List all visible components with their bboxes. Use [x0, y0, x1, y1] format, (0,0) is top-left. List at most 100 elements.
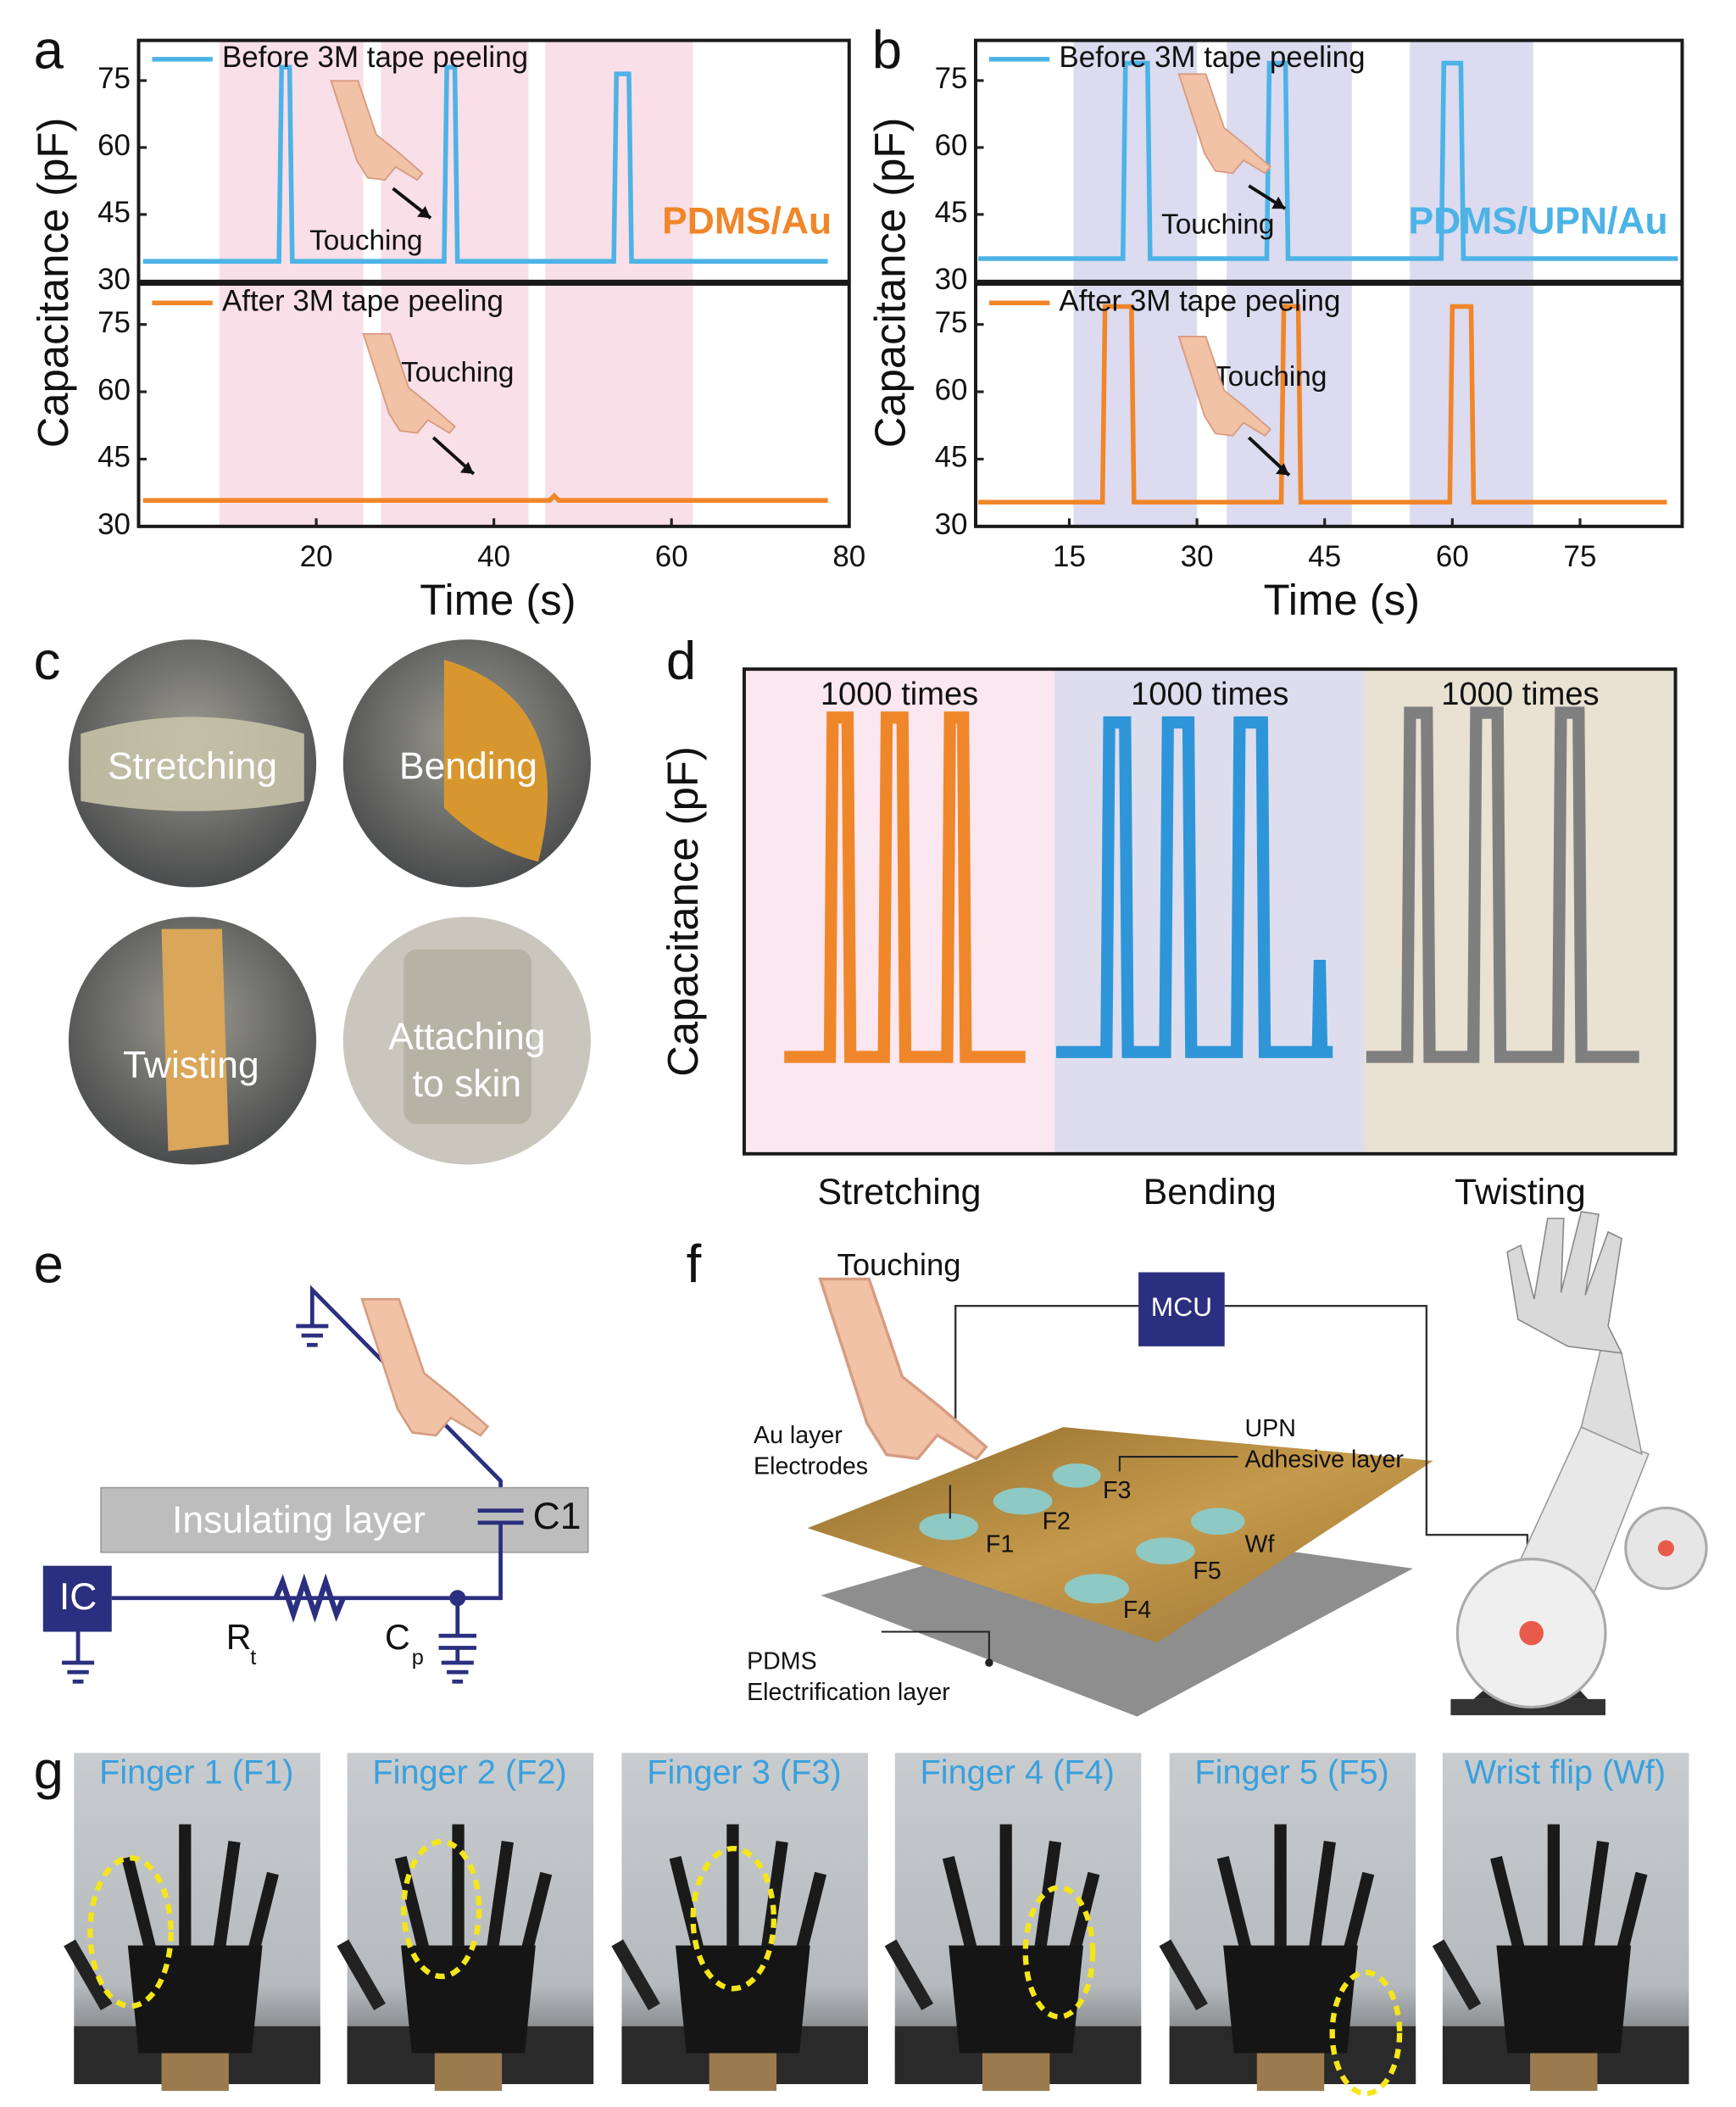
- ground: [62, 1631, 95, 1684]
- component-label: R: [226, 1618, 252, 1657]
- plot-frame: [742, 667, 1678, 1156]
- charts: Before 3M tape peeling 30 45 60 75 Capacitanc…: [29, 38, 1684, 1212]
- touch-illustrations: [330, 73, 1291, 477]
- component-label: C1: [533, 1496, 581, 1537]
- electrode: [1135, 1537, 1195, 1565]
- photo-caption: Twisting: [123, 1045, 259, 1086]
- arrow-head: [417, 205, 431, 219]
- series-line: [1366, 706, 1639, 1063]
- photo-caption: Wrist flip (Wf): [1465, 1753, 1666, 1791]
- diagram-label: Electrodes: [754, 1452, 868, 1480]
- highlight: [690, 1845, 777, 1992]
- panel-label: e: [34, 1235, 64, 1295]
- annotation: Touching: [1214, 361, 1327, 393]
- annotation: Touching: [1161, 209, 1274, 241]
- panel-label: d: [666, 632, 696, 691]
- category-label: Twisting: [1455, 1172, 1586, 1212]
- y-tick-label: 60: [935, 129, 968, 162]
- y-tick-label: 45: [97, 441, 131, 474]
- arrow-head: [1271, 196, 1286, 209]
- series-line: [784, 711, 1026, 1063]
- capacitor-c1: [111, 1508, 524, 1601]
- layer-label: Insulating layer: [172, 1500, 426, 1541]
- resistor: [273, 1573, 346, 1623]
- panel-label: g: [34, 1742, 64, 1801]
- legend-label: After 3M tape peeling: [222, 285, 504, 318]
- plot-frame: [974, 38, 1684, 283]
- electrode-label: F1: [986, 1530, 1014, 1558]
- x-tick-label: 80: [832, 540, 865, 573]
- panel-label: b: [872, 20, 902, 80]
- diagram-label: PDMS: [747, 1648, 817, 1675]
- panel-f: Touching MCU F1 F2 F3 F4 F5 Wf Au layer …: [747, 1211, 1708, 1717]
- chart: After 3M tape peeling 30 45 60 75 20 40 60 80 Tim…: [97, 282, 865, 624]
- region-label: 1000 times: [1441, 677, 1599, 712]
- insulating-layer: [100, 1486, 589, 1553]
- x-tick-label: 60: [655, 540, 688, 573]
- y-tick-label: 60: [935, 373, 968, 406]
- electrode: [1191, 1508, 1245, 1536]
- series-line: [978, 60, 1678, 261]
- x-tick-label: 15: [1053, 540, 1086, 573]
- chart: Before 3M tape peeling 30 45 60 75 Capacitanc…: [29, 38, 851, 448]
- x-tick-label: 75: [1564, 540, 1597, 573]
- panel-g: Finger 1 (F1) Finger 2 (F2) Finger 3 (F3) F…: [64, 1753, 1689, 2097]
- robot-joint-center: [1519, 1620, 1544, 1646]
- au-layer: [807, 1427, 1433, 1643]
- highlight: [1329, 1970, 1403, 2097]
- ic-box: [42, 1565, 112, 1632]
- plot-frame: [136, 38, 851, 283]
- annotation: PDMS/Au: [662, 200, 832, 242]
- y-tick-label: 75: [97, 306, 131, 339]
- shaded-region: [1410, 40, 1533, 281]
- highlight: [1022, 1885, 1096, 2020]
- electrode-label: F2: [1043, 1508, 1071, 1535]
- y-axis-label: Capacitance (pF): [866, 118, 915, 449]
- y-tick-label: 30: [935, 263, 968, 296]
- leader-line: [949, 1456, 1238, 1519]
- legend-label: After 3M tape peeling: [1059, 285, 1340, 318]
- photo-caption: Attaching: [388, 1017, 545, 1058]
- panel-label: a: [34, 20, 64, 80]
- x-tick-label: 20: [300, 540, 333, 573]
- y-tick-label: 75: [935, 306, 968, 339]
- electrode: [1052, 1463, 1101, 1488]
- highlight: [401, 1839, 482, 1980]
- annotation: Touching: [401, 357, 514, 388]
- photo-caption: Stretching: [108, 745, 277, 787]
- panel-c: Stretching Bending Twisting Attaching to…: [68, 639, 591, 1165]
- series-line: [142, 492, 828, 503]
- robot-gripper: [1506, 1211, 1623, 1354]
- component-subscript: t: [250, 1646, 256, 1669]
- ground: [296, 1324, 329, 1347]
- photo-caption: Finger 2 (F2): [372, 1753, 566, 1791]
- electrode-label: F3: [1103, 1477, 1131, 1504]
- component-subscript: p: [412, 1646, 424, 1669]
- chart: Stretching 1000 times Bending 1000 times Twi…: [659, 667, 1678, 1212]
- mcu-box: [1138, 1272, 1225, 1346]
- leader-dot: [985, 1658, 993, 1667]
- x-tick-label: 30: [1181, 540, 1214, 573]
- series-line: [978, 304, 1667, 505]
- series-line: [142, 64, 828, 264]
- electrode-label: F4: [1123, 1597, 1151, 1624]
- category-label: Bending: [1143, 1172, 1277, 1212]
- diagram-label: UPN: [1245, 1415, 1296, 1442]
- category-label: Stretching: [818, 1172, 982, 1212]
- diagram-label: Au layer: [754, 1422, 843, 1449]
- chart: Before 3M tape peeling 30 45 60 75 Capacitanc…: [866, 38, 1684, 449]
- shaded-region: [1073, 40, 1198, 281]
- y-tick-label: 75: [935, 62, 968, 95]
- legend-label: Before 3M tape peeling: [1059, 41, 1365, 74]
- photo-caption: to skin: [413, 1063, 521, 1105]
- y-tick-label: 60: [97, 129, 131, 162]
- arrow-head: [459, 461, 474, 474]
- photo-caption: Finger 5 (F5): [1194, 1753, 1388, 1791]
- electrode: [919, 1513, 979, 1541]
- x-tick-label: 60: [1436, 540, 1469, 573]
- sample: [81, 716, 304, 811]
- series-line: [1055, 716, 1333, 1058]
- shaded-region: [219, 284, 364, 527]
- y-tick-label: 45: [97, 196, 131, 229]
